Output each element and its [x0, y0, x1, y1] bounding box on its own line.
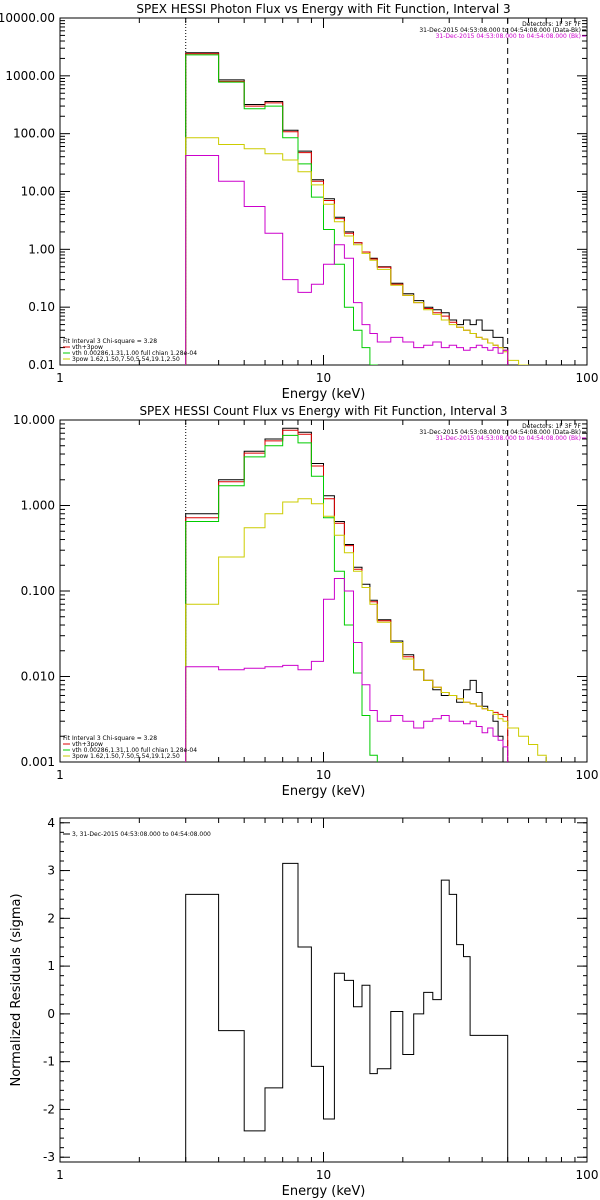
- y-tick-label: 100.00: [13, 127, 55, 141]
- y-tick-label: 10.00: [21, 185, 55, 199]
- x-tick-label: 10: [316, 1168, 331, 1182]
- series-5-line: [185, 155, 509, 365]
- x-tick-label: 1: [56, 1168, 64, 1182]
- series-3-line: [185, 54, 378, 365]
- x-tick-label: 10: [316, 768, 331, 782]
- y-tick-label: 10000.00: [0, 11, 55, 25]
- y-tick-label: 10.000: [13, 413, 55, 427]
- legend-entry: Fit Interval 3 Chi-square = 3.28: [63, 338, 157, 345]
- legend-entry: 3pow 1.62,1.50,7.50,5.54,19.1,2.50: [72, 753, 180, 760]
- legend-entry: 3, 31-Dec-2015 04:53:08.000 to 04:54:08.…: [72, 831, 211, 838]
- series-1-line: [185, 427, 509, 762]
- y-tick-label: 4: [47, 816, 55, 830]
- series-5-line: [185, 578, 509, 762]
- chart-3: Energy (keV) Normalized Residuals (sigma)…: [9, 816, 598, 1199]
- series-3-line: [185, 434, 378, 762]
- y-tick-label: 0.100: [21, 584, 55, 598]
- y-tick-label: 1000.00: [5, 69, 55, 83]
- legend-entry: vth+3pow: [72, 741, 103, 748]
- x-tick-label: 100: [576, 371, 599, 385]
- x-axis-label: Energy (keV): [282, 784, 366, 799]
- series-2-line: [185, 53, 509, 365]
- chart-title: SPEX HESSI Count Flux vs Energy with Fit…: [139, 404, 507, 418]
- info-line: 31-Dec-2015 04:53:08.000 to 04:54:08.000…: [419, 429, 581, 436]
- legend-entry: 3pow 1.62,1.50,7.50,5.54,19.1,2.50: [72, 356, 180, 363]
- y-tick-label: 0.001: [21, 755, 55, 769]
- series-4-line: [185, 137, 529, 365]
- chart-title: SPEX HESSI Photon Flux vs Energy with Fi…: [136, 2, 510, 16]
- x-tick-label: 1: [56, 371, 64, 385]
- legend-entry: vth+3pow: [72, 344, 103, 351]
- y-tick-label: 3: [47, 864, 55, 878]
- legend-entry: vth 0.00286,1.31,1.00 full chian 1.28e-0…: [72, 350, 197, 357]
- legend-entry: Fit Interval 3 Chi-square = 3.28: [63, 735, 157, 742]
- series-1-line: [185, 52, 509, 365]
- y-tick-label: 1.000: [21, 499, 55, 513]
- series-4-line: [185, 498, 547, 762]
- y-tick-label: 1: [47, 959, 55, 973]
- x-axis-label: Energy (keV): [282, 1184, 366, 1199]
- info-line: Detectors: 1F 3F 7F: [522, 423, 581, 430]
- x-tick-label: 10: [316, 371, 331, 385]
- x-tick-label: 100: [576, 768, 599, 782]
- y-tick-label: -2: [43, 1102, 55, 1116]
- y-tick-label: 0.10: [28, 300, 55, 314]
- y-tick-label: -1: [43, 1055, 55, 1069]
- series-1-line: [185, 862, 509, 1162]
- y-axis-label: Normalized Residuals (sigma): [9, 893, 24, 1086]
- info-line: Detectors: 1F 3F 7F: [522, 21, 581, 28]
- info-line: 31-Dec-2015 04:53:08.000 to 04:54:08.000…: [436, 435, 581, 442]
- y-tick-label: 0.010: [21, 670, 55, 684]
- y-tick-label: 1.00: [28, 242, 55, 256]
- info-line: 31-Dec-2015 04:53:08.000 to 04:54:08.000…: [436, 33, 581, 40]
- chart-2: SPEX HESSI Count Flux vs Energy with Fit…: [13, 404, 598, 799]
- x-tick-label: 1: [56, 768, 64, 782]
- info-line: 31-Dec-2015 04:53:08.000 to 04:54:08.000…: [419, 27, 581, 34]
- y-tick-label: -3: [43, 1150, 55, 1164]
- y-tick-label: 0.01: [28, 358, 55, 372]
- chart-1: SPEX HESSI Photon Flux vs Energy with Fi…: [0, 2, 598, 402]
- legend-entry: vth 0.00286,1.31,1.00 full chian 1.28e-0…: [72, 747, 197, 754]
- x-tick-label: 100: [576, 1168, 599, 1182]
- y-tick-label: 2: [47, 911, 55, 925]
- x-axis-label: Energy (keV): [282, 387, 366, 402]
- y-tick-label: 0: [47, 1007, 55, 1021]
